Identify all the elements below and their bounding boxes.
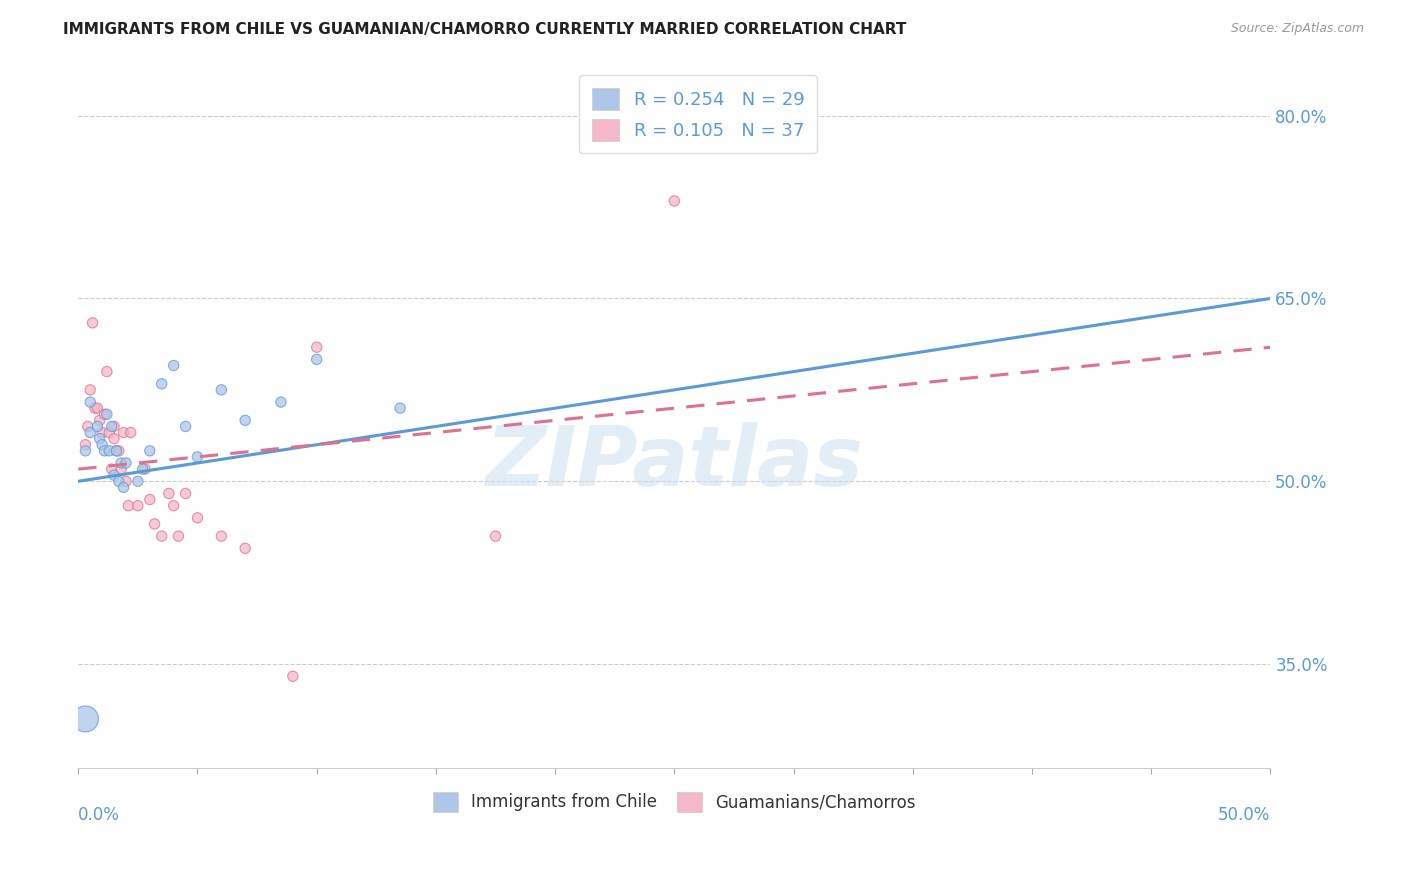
Point: [84, 401, 107, 416]
Point: [167, 529, 190, 543]
Point: [75, 438, 97, 452]
Point: [86, 401, 108, 416]
Point: [79, 425, 101, 440]
Point: [76, 419, 98, 434]
Point: [174, 419, 197, 434]
Point: [186, 450, 208, 464]
Point: [96, 365, 118, 379]
Point: [96, 407, 118, 421]
Point: [127, 475, 149, 489]
Point: [93, 407, 115, 421]
Point: [110, 462, 132, 476]
Point: [75, 712, 97, 726]
Point: [110, 456, 132, 470]
Point: [139, 443, 162, 458]
Point: [103, 419, 125, 434]
Point: [115, 456, 138, 470]
Point: [157, 486, 180, 500]
Point: [150, 529, 173, 543]
Point: [103, 432, 125, 446]
Point: [281, 669, 304, 683]
Point: [131, 462, 153, 476]
Point: [100, 419, 122, 434]
Point: [186, 511, 208, 525]
Point: [107, 475, 129, 489]
Point: [112, 480, 135, 494]
Point: [134, 462, 156, 476]
Point: [91, 438, 114, 452]
Point: [100, 462, 122, 476]
Point: [209, 529, 232, 543]
Point: [93, 443, 115, 458]
Point: [98, 425, 121, 440]
Point: [389, 401, 412, 416]
Point: [233, 541, 256, 556]
Point: [82, 316, 104, 330]
Point: [127, 499, 149, 513]
Text: 50.0%: 50.0%: [1218, 805, 1271, 824]
Point: [484, 529, 506, 543]
Point: [75, 443, 97, 458]
Point: [664, 194, 686, 208]
Point: [139, 492, 162, 507]
Point: [103, 468, 125, 483]
Point: [305, 340, 328, 354]
Point: [79, 383, 101, 397]
Point: [162, 359, 184, 373]
Point: [150, 376, 173, 391]
Point: [105, 443, 128, 458]
Text: Source: ZipAtlas.com: Source: ZipAtlas.com: [1230, 22, 1364, 36]
Point: [115, 475, 138, 489]
Point: [107, 443, 129, 458]
Point: [112, 425, 135, 440]
Point: [305, 352, 328, 367]
Point: [270, 395, 292, 409]
Point: [79, 395, 101, 409]
Point: [233, 413, 256, 427]
Point: [105, 443, 128, 458]
Point: [89, 413, 111, 427]
Point: [162, 499, 184, 513]
Point: [209, 383, 232, 397]
Point: [143, 516, 166, 531]
Point: [120, 425, 142, 440]
Text: 0.0%: 0.0%: [79, 805, 120, 824]
Point: [174, 486, 197, 500]
Text: ZIPatlas: ZIPatlas: [485, 422, 863, 502]
Point: [89, 432, 111, 446]
Point: [86, 419, 108, 434]
Point: [98, 443, 121, 458]
Text: IMMIGRANTS FROM CHILE VS GUAMANIAN/CHAMORRO CURRENTLY MARRIED CORRELATION CHART: IMMIGRANTS FROM CHILE VS GUAMANIAN/CHAMO…: [63, 22, 907, 37]
Point: [91, 425, 114, 440]
Legend: Immigrants from Chile, Guamanians/Chamorros: Immigrants from Chile, Guamanians/Chamor…: [423, 781, 927, 822]
Point: [117, 499, 139, 513]
